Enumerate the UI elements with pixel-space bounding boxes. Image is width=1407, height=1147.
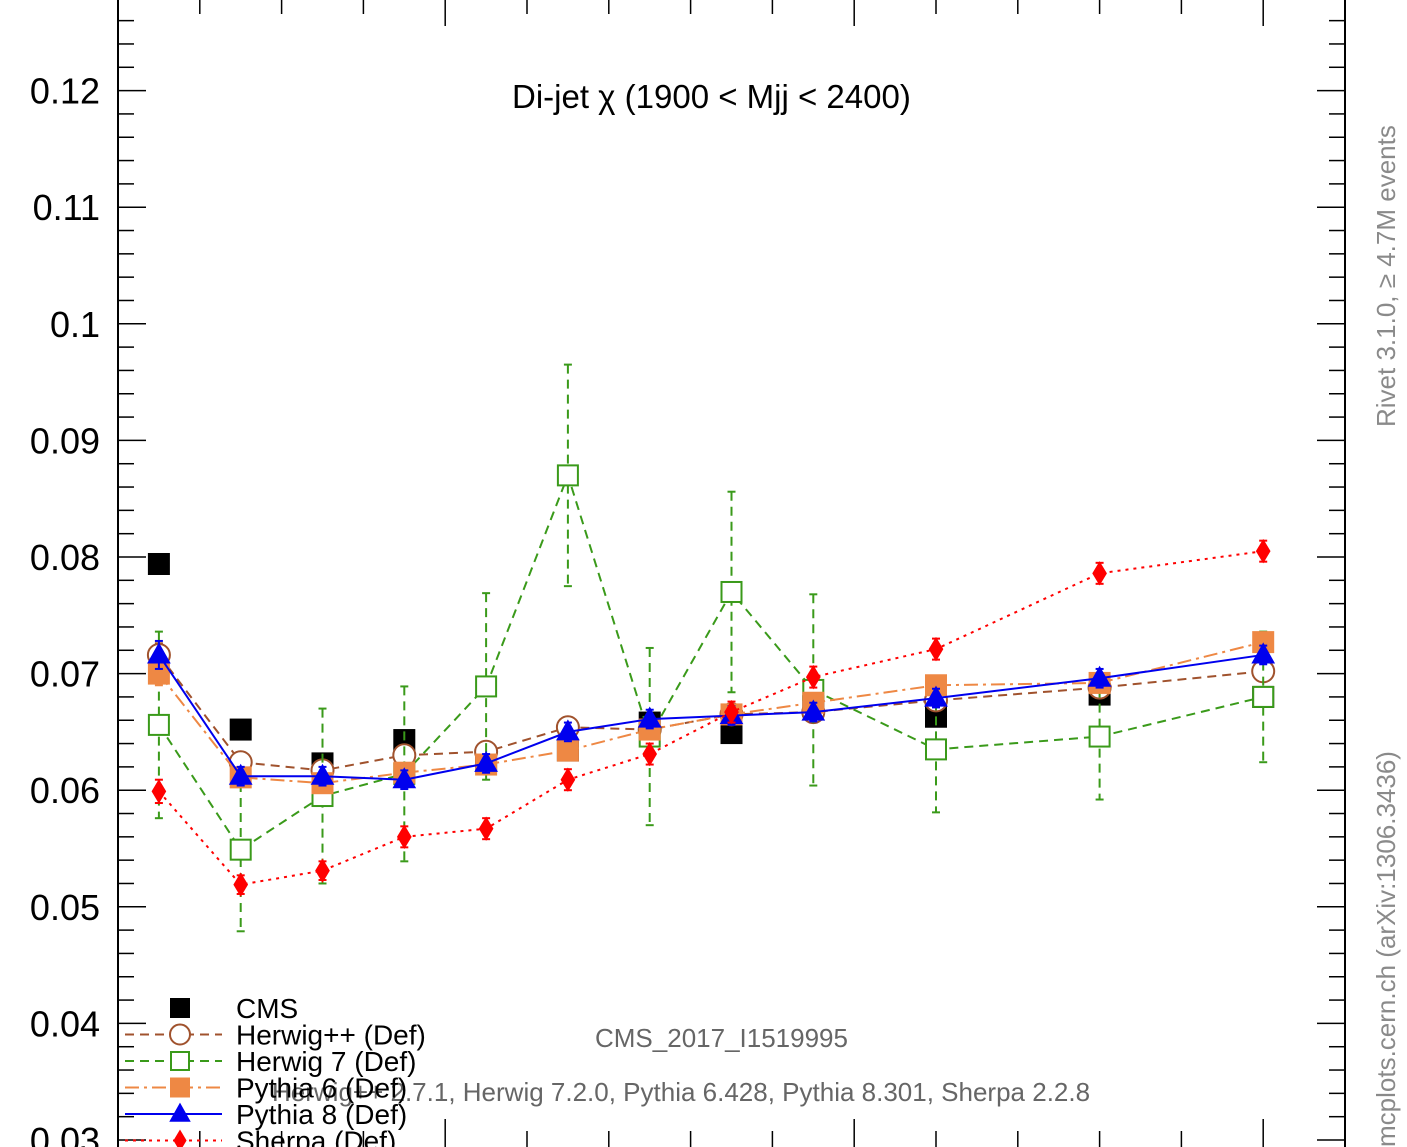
legend-entry: Pythia 8 (Def)	[125, 1099, 407, 1130]
series-line	[158, 550, 1264, 886]
data-point	[1087, 665, 1112, 687]
legend-marker	[169, 1023, 191, 1046]
series-line	[158, 641, 1264, 785]
data-point	[1252, 685, 1275, 708]
generators-label: Herwig++ 2.7.1, Herwig 7.2.0, Pythia 6.4…	[272, 1077, 1090, 1107]
legend-label: Pythia 6 (Def)	[236, 1073, 407, 1104]
data-point	[228, 763, 253, 785]
y-tick-label: 0.03	[30, 1120, 100, 1147]
data-point	[637, 706, 662, 728]
y-tick-label: 0.07	[30, 654, 100, 695]
y-tick-label: 0.08	[30, 537, 100, 578]
y-tick-label: 0.11	[33, 187, 100, 228]
y-tick-label: 0.06	[30, 770, 100, 811]
series-line	[158, 653, 1264, 781]
y-tick-label: 0.09	[30, 420, 100, 461]
data-point	[392, 767, 417, 789]
rivet-version-label: Rivet 3.1.0, ≥ 4.7M events	[1371, 125, 1401, 427]
mcplots-credit-label: mcplots.cern.ch (arXiv:1306.3436)	[1371, 751, 1401, 1147]
data-point	[928, 636, 944, 662]
data-point	[801, 699, 826, 721]
series-herwig-def	[146, 642, 1276, 783]
data-point	[151, 779, 167, 804]
data-point	[310, 763, 335, 785]
data-point	[1092, 561, 1107, 586]
legend-entry: Herwig++ (Def)	[125, 1020, 426, 1051]
data-point	[724, 699, 739, 725]
legend-label: Herwig 7 (Def)	[236, 1046, 416, 1077]
legend-entry: Pythia 6 (Def)	[125, 1073, 407, 1104]
legend-label: Pythia 8 (Def)	[236, 1099, 407, 1130]
data-point	[1255, 538, 1271, 564]
data-point	[1251, 642, 1276, 664]
data-point	[475, 675, 498, 698]
analysis-label: CMS_2017_I1519995	[595, 1023, 848, 1053]
data-point	[1088, 725, 1111, 748]
data-point	[642, 741, 658, 767]
data-point	[560, 767, 576, 792]
y-tick-label: 0.05	[30, 887, 100, 928]
data-point	[556, 719, 580, 741]
legend-label: Herwig++ (Def)	[236, 1020, 426, 1051]
data-point	[805, 664, 821, 690]
data-point	[556, 739, 579, 762]
data-point	[147, 552, 170, 575]
data-point	[396, 824, 412, 850]
data-series	[146, 363, 1276, 933]
data-point	[147, 642, 171, 664]
data-point	[229, 838, 252, 861]
legend-marker	[173, 1129, 187, 1147]
legend-marker	[170, 1077, 190, 1098]
data-point	[925, 738, 947, 761]
data-point	[233, 872, 249, 897]
plot-frame	[117, 0, 1346, 1147]
y-tick-label: 0.12	[30, 71, 100, 112]
legend-entry: Sherpa (Def)	[125, 1126, 396, 1147]
legend-marker	[170, 998, 190, 1018]
legend-marker	[170, 1051, 190, 1071]
legend-label: CMS	[236, 993, 298, 1024]
y-tick-label: 0.1	[50, 304, 100, 345]
series-herwig-7-def	[147, 363, 1275, 933]
data-point	[556, 464, 579, 487]
data-point	[478, 816, 494, 841]
data-point	[924, 685, 948, 707]
y-tick-label: 0.04	[30, 1003, 100, 1044]
data-point	[474, 750, 498, 772]
series-line	[158, 654, 1264, 772]
data-point	[315, 858, 330, 883]
legend-entry: CMS	[170, 993, 298, 1024]
legend-marker	[169, 1102, 191, 1122]
series-line	[158, 472, 1264, 852]
data-point	[720, 580, 743, 603]
series-pythia-8-def	[147, 639, 1276, 791]
legend-entry: Herwig 7 (Def)	[125, 1046, 416, 1077]
chart-title: Di-jet χ (1900 < Mjj < 2400)	[512, 78, 911, 115]
data-point	[229, 718, 252, 741]
data-point	[147, 713, 170, 736]
legend-label: Sherpa (Def)	[236, 1126, 396, 1147]
axis-ticks: 0.03 0.04 0.05 0.06 0.07 0.08 0.09 0.1 0.11 0.12	[30, 0, 1345, 1147]
series-sherpa-def	[151, 538, 1271, 897]
